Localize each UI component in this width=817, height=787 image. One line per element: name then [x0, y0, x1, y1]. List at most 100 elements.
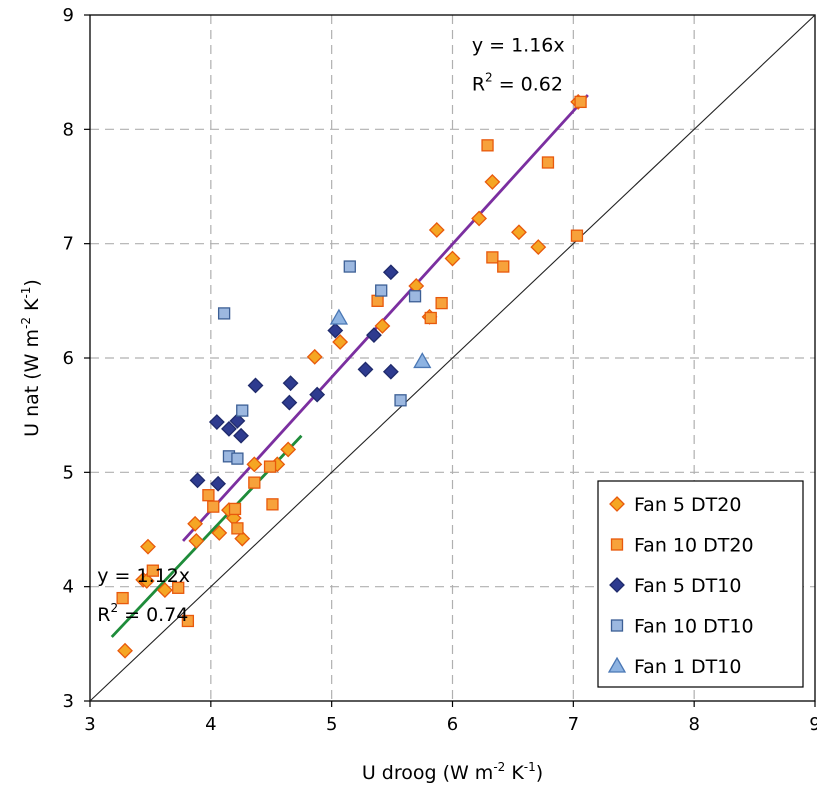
data-point [187, 515, 204, 532]
y-tick-label: 4 [63, 577, 74, 598]
y-axis-label: U nat (W m-2 K-1) [19, 279, 43, 437]
data-point [570, 229, 584, 242]
data-point [221, 420, 237, 437]
series-fan-10-dt10 [217, 260, 422, 465]
x-tick-label: 7 [568, 714, 579, 735]
data-point [211, 525, 228, 541]
x-tick-label: 3 [84, 714, 95, 735]
legend-label: Fan 5 DT20 [634, 494, 741, 516]
data-points [116, 93, 587, 659]
x-tick-label: 6 [447, 714, 458, 735]
data-point [424, 311, 437, 325]
data-point [382, 264, 399, 281]
data-point [247, 377, 264, 394]
data-point [371, 294, 384, 307]
x-axis-label: U droog (W m-2 K-1) [362, 760, 543, 784]
data-point [202, 489, 215, 502]
legend-marker [609, 496, 625, 512]
legend: Fan 5 DT20 Fan 10 DT20 Fan 5 DT10 Fan 10 DT… [597, 480, 804, 688]
data-point [327, 322, 344, 339]
data-point [117, 642, 133, 659]
data-point [408, 290, 422, 303]
series-fan-10-dt20 [116, 95, 587, 628]
data-point [172, 581, 185, 594]
data-point [246, 456, 263, 473]
data-point [138, 573, 155, 589]
data-point [146, 564, 159, 577]
legend-label: Fan 10 DT20 [634, 535, 754, 557]
y-tick-label: 6 [63, 348, 74, 369]
data-point [374, 318, 391, 334]
y-tick-label: 5 [63, 462, 74, 483]
data-point [140, 538, 156, 555]
data-point [497, 260, 510, 273]
data-point [234, 530, 251, 547]
identity-line [89, 14, 816, 702]
data-point [207, 500, 220, 513]
data-point [208, 414, 225, 430]
data-point [394, 394, 407, 407]
fit-equation: y = 1.12x [97, 565, 190, 587]
x-tick-label: 4 [205, 714, 216, 735]
data-point [233, 427, 249, 444]
data-point [382, 363, 399, 380]
data-point [357, 361, 374, 378]
x-tick-label: 5 [326, 714, 337, 735]
data-point [189, 472, 206, 489]
y-tick-label: 8 [63, 119, 74, 140]
data-point [332, 334, 349, 350]
data-point [306, 348, 323, 365]
data-point [236, 404, 249, 417]
data-point [229, 412, 246, 429]
data-point [309, 386, 326, 403]
data-point [281, 394, 298, 411]
fit-line [182, 94, 589, 542]
data-point [375, 284, 388, 297]
fit-annotation: y = 1.12x R2 = 0.74 [97, 565, 190, 626]
x-tick-label: 8 [688, 714, 699, 735]
legend-item: Fan 10 DT10 [610, 616, 754, 638]
data-point [156, 582, 173, 599]
legend-item: Fan 10 DT20 [610, 535, 754, 557]
fit-annotation: y = 1.16x R2 = 0.62 [472, 35, 565, 96]
legend-label: Fan 1 DT10 [634, 656, 741, 678]
data-point [263, 460, 277, 473]
legend-marker [610, 538, 624, 551]
data-point [413, 352, 432, 369]
data-point [231, 522, 244, 535]
data-point [280, 441, 297, 458]
data-point [574, 95, 587, 109]
data-point [428, 222, 445, 238]
data-point [188, 533, 205, 549]
series-fan-1-dt10 [329, 308, 432, 369]
legend-label: Fan 10 DT10 [634, 616, 754, 638]
data-point [231, 452, 244, 465]
data-point [366, 327, 382, 344]
data-point [266, 498, 279, 511]
data-point [486, 251, 499, 264]
data-point [228, 502, 242, 516]
data-point [282, 375, 299, 392]
legend-marker [609, 577, 625, 593]
fit-r-squared: R2 = 0.74 [97, 601, 188, 626]
data-point [210, 475, 227, 492]
legend-item: Fan 5 DT10 [609, 575, 741, 597]
data-point [435, 296, 448, 310]
data-point [217, 307, 231, 320]
x-tick-label: 9 [809, 714, 817, 735]
tick-labels: 3 4 5 6 7 8 9 3 4 5 6 7 8 9 [63, 5, 817, 735]
y-tick-label: 7 [63, 234, 74, 255]
data-point [116, 591, 129, 605]
series-fan-5-dt10 [189, 264, 399, 492]
legend-marker [607, 656, 627, 673]
fit-equation: y = 1.16x [472, 35, 565, 57]
data-point [248, 476, 261, 489]
data-point [530, 239, 547, 256]
data-point [511, 224, 527, 241]
y-tick-label: 3 [63, 691, 74, 712]
data-point [329, 308, 349, 325]
fit-r-squared: R2 = 0.62 [472, 71, 563, 96]
legend-marker [610, 619, 624, 632]
fit-annotations: y = 1.12x R2 = 0.74 y = 1.16x R2 = 0.62 [97, 35, 564, 627]
